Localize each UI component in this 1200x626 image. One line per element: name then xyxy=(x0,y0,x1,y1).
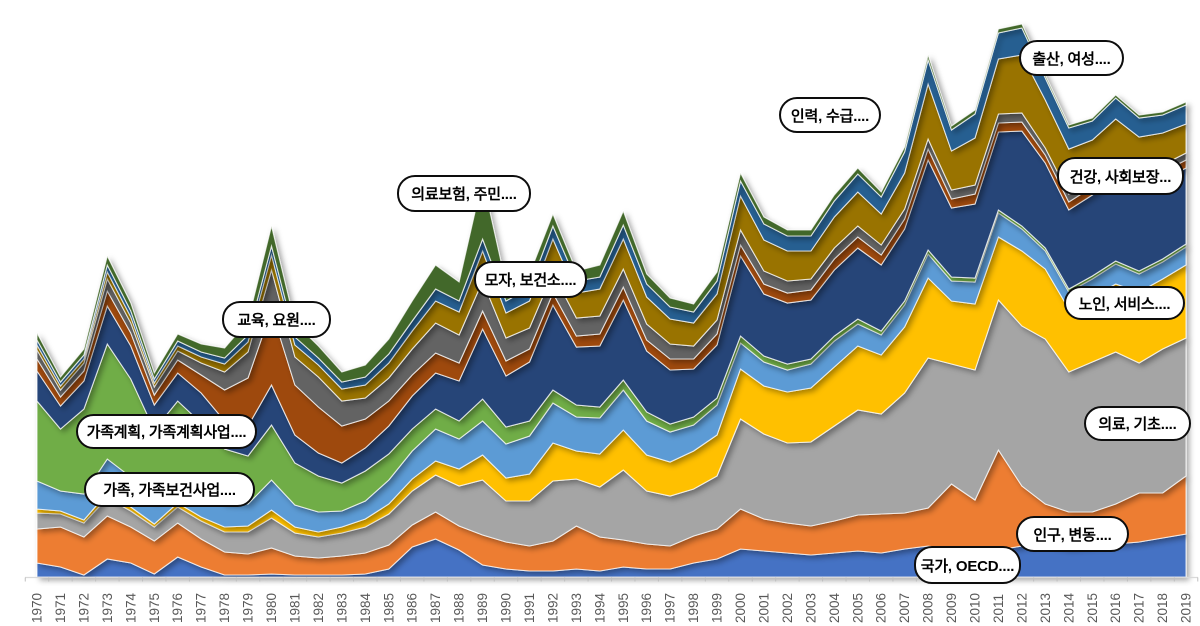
callout-label: 노인, 서비스.... xyxy=(1064,286,1185,320)
x-tick-label: 1971 xyxy=(53,593,68,623)
x-tick-label: 1993 xyxy=(569,593,584,623)
x-tick-label: 1996 xyxy=(639,593,654,623)
x-tick-label: 1980 xyxy=(264,593,279,623)
x-tick-label: 2010 xyxy=(968,593,983,623)
x-tick-label: 1999 xyxy=(710,593,725,623)
x-tick-label: 1982 xyxy=(311,593,326,623)
callout-label: 국가, OECD.... xyxy=(914,546,1021,584)
x-tick-label: 2001 xyxy=(756,593,771,623)
area-series-12 xyxy=(36,23,1187,383)
x-tick-label: 2012 xyxy=(1014,593,1029,623)
callout-label: 가족, 가족보건사업.... xyxy=(84,472,255,507)
callout-label: 인력, 수급.... xyxy=(779,97,881,133)
x-tick-label: 1985 xyxy=(381,593,396,623)
x-tick-label: 2006 xyxy=(874,593,889,623)
x-tick-label: 2013 xyxy=(1038,593,1053,623)
x-tick-label: 1977 xyxy=(194,593,209,623)
x-tick-label: 1974 xyxy=(123,592,138,623)
x-tick-label: 2014 xyxy=(1061,592,1076,623)
x-tick-label: 1976 xyxy=(170,593,185,623)
callout-label: 인구, 변동.... xyxy=(1016,516,1129,552)
x-tick-label: 1990 xyxy=(499,593,514,623)
x-tick-label: 1978 xyxy=(217,593,232,623)
x-tick-label: 2000 xyxy=(733,593,748,623)
x-tick-label: 1973 xyxy=(100,593,115,623)
x-tick-label: 1989 xyxy=(475,593,490,623)
callout-label: 출산, 여성.... xyxy=(1019,40,1124,76)
callout-label: 교육, 요원.... xyxy=(222,301,331,338)
x-tick-label: 1992 xyxy=(545,593,560,623)
x-tick-label: 1988 xyxy=(452,593,467,623)
x-tick-label: 1991 xyxy=(522,593,537,623)
x-tick-label: 1970 xyxy=(30,593,45,623)
x-tick-label: 2005 xyxy=(850,593,865,623)
x-tick-label: 2011 xyxy=(991,594,1006,623)
x-tick-label: 1987 xyxy=(428,593,443,623)
x-tick-label: 2002 xyxy=(780,593,795,623)
x-tick-label: 1972 xyxy=(76,593,91,623)
x-tick-label: 2009 xyxy=(944,593,959,623)
x-tick-label: 2015 xyxy=(1085,593,1100,623)
x-tick-label: 2008 xyxy=(921,593,936,623)
x-tick-label: 2017 xyxy=(1132,593,1147,623)
x-tick-label: 1998 xyxy=(686,593,701,623)
x-tick-label: 2019 xyxy=(1179,593,1194,623)
x-tick-label: 1983 xyxy=(334,593,349,623)
x-tick-label: 2004 xyxy=(827,592,842,623)
x-tick-label: 1997 xyxy=(663,593,678,623)
callout-label: 가족계획, 가족계획사업.... xyxy=(76,414,257,449)
x-tick-label: 1979 xyxy=(241,593,256,623)
callout-label: 모자, 보건소.... xyxy=(474,261,587,298)
x-tick-label: 2016 xyxy=(1108,593,1123,623)
x-tick-label: 1995 xyxy=(616,593,631,623)
callout-label: 의료, 기초.... xyxy=(1084,406,1191,441)
x-tick-label: 1975 xyxy=(147,593,162,623)
callout-label: 의료보험, 주민.... xyxy=(397,175,531,212)
callout-label: 건강, 사회보장... xyxy=(1057,157,1184,195)
x-tick-label: 1984 xyxy=(358,592,373,623)
x-axis: 1970 1971 1972 1973 1974 1975 1976 1977 1978 1979… xyxy=(24,576,1199,623)
x-tick-label: 2018 xyxy=(1155,593,1170,623)
x-tick-label: 1981 xyxy=(287,593,302,623)
x-tick-label: 1986 xyxy=(405,593,420,623)
x-tick-label: 2003 xyxy=(803,593,818,623)
x-tick-label: 2007 xyxy=(897,593,912,623)
x-tick-label: 1994 xyxy=(592,592,607,623)
